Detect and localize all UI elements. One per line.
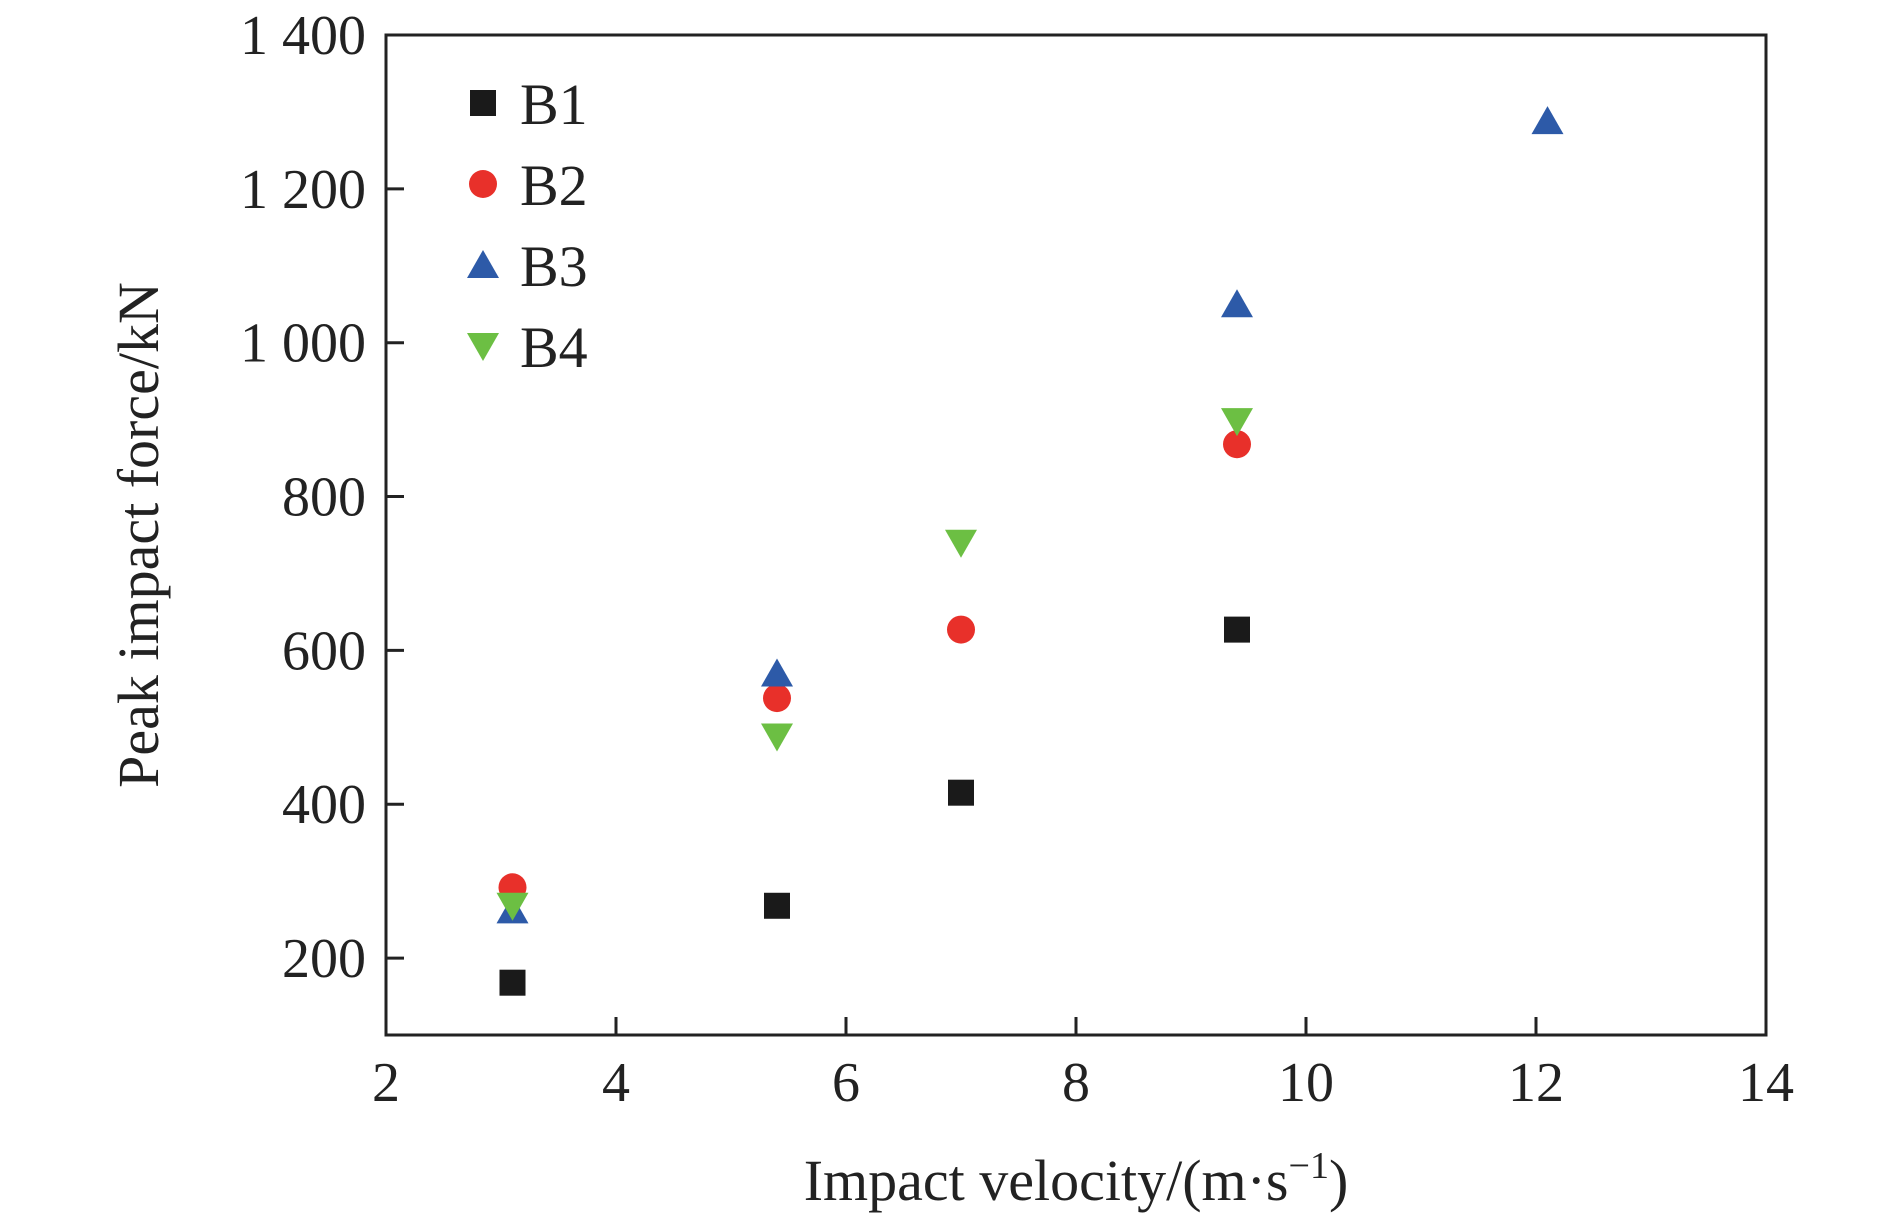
y-tick-label: 600 [282,620,366,682]
data-point-b4 [496,892,529,921]
x-tick-label: 2 [372,1052,400,1114]
legend-marker-b3 [467,250,499,278]
legend-label-b2: B2 [520,153,588,218]
data-point-b2 [763,684,791,713]
y-axis-label: Peak impact force/kN [106,282,171,788]
legend-label-b4: B4 [520,315,588,380]
y-tick-label: 400 [282,774,366,836]
y-tick-label: 1 400 [240,5,366,67]
y-tick-label: 800 [282,467,366,529]
legend-marker-b4 [467,333,499,361]
legend-label-b1: B1 [520,72,588,137]
data-point-b2 [1223,430,1251,459]
x-tick-label: 10 [1278,1052,1334,1114]
data-point-b2 [947,615,975,644]
legend-marker-b1 [470,90,496,116]
data-point-b4 [761,723,793,752]
data-point-b3 [1221,289,1253,318]
y-tick-label: 1 200 [240,159,366,221]
legend: B1 B2 B3 B4 [467,72,588,380]
legend-marker-b2 [469,170,497,198]
y-axis-ticks: 200 400 600 800 1 000 1 200 1 400 [240,5,404,990]
data-point-b3 [761,658,793,687]
data-point-b4 [1221,408,1253,437]
data-point-b3 [1531,106,1564,135]
x-axis-ticks: 2 4 6 8 10 12 14 [372,1017,1794,1114]
x-tick-label: 6 [832,1052,860,1114]
data-point-b1 [948,779,974,806]
x-tick-label: 12 [1508,1052,1564,1114]
x-tick-label: 4 [602,1052,630,1114]
data-point-b1 [1224,616,1250,643]
x-tick-label: 14 [1738,1052,1794,1114]
data-point-b1 [764,892,790,919]
legend-label-b3: B3 [520,234,588,299]
data-point-b4 [945,529,977,558]
y-tick-label: 1 000 [240,313,366,375]
data-point-b1 [499,969,526,996]
y-tick-label: 200 [282,928,366,990]
data-points [496,106,1564,996]
plot-frame [384,33,1768,1037]
x-tick-label: 8 [1062,1052,1090,1114]
x-axis-label: Impact velocity/(m·s−1) [804,1145,1349,1213]
